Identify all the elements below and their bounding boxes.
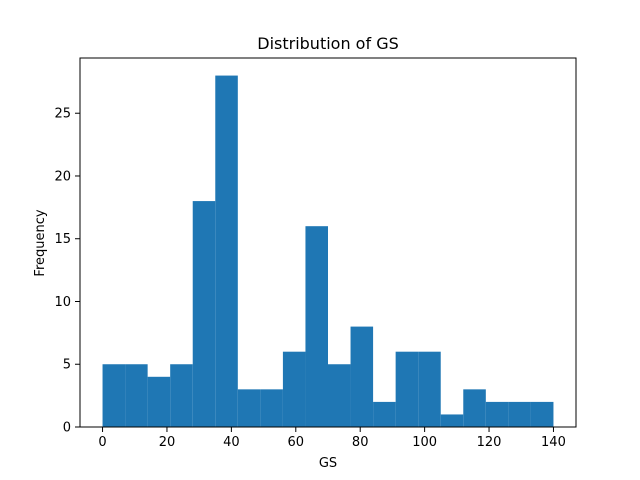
histogram-bar xyxy=(282,351,306,427)
x-tick-label: 120 xyxy=(477,435,502,450)
histogram-bar xyxy=(102,364,126,427)
plot-frame xyxy=(79,57,577,428)
y-tick-label: 10 xyxy=(54,295,71,310)
y-tick-label: 25 xyxy=(54,107,71,122)
y-tick-label: 5 xyxy=(63,358,71,373)
x-axis-ticks: 0 20 40 60 80 100 120 140 xyxy=(98,427,566,450)
x-tick-label: 40 xyxy=(223,435,240,450)
histogram-bar xyxy=(508,401,531,427)
histogram-bar xyxy=(440,414,464,427)
histogram-bar xyxy=(260,389,283,427)
histogram-bar xyxy=(125,364,148,427)
histogram-bar xyxy=(350,326,374,427)
histogram-bar xyxy=(328,364,351,427)
histogram-bar xyxy=(485,401,509,427)
histogram-bar xyxy=(237,389,261,427)
histogram-bar xyxy=(305,226,328,427)
y-tick-label: 0 xyxy=(63,421,71,436)
x-tick-label: 80 xyxy=(352,435,369,450)
histogram-bar xyxy=(463,389,486,427)
y-tick-label: 15 xyxy=(54,232,71,247)
y-axis-ticks: 0 5 10 15 20 25 xyxy=(54,107,80,436)
bars-group xyxy=(102,75,554,428)
histogram-bar xyxy=(373,401,396,427)
x-tick-label: 100 xyxy=(412,435,437,450)
y-tick-label: 20 xyxy=(54,169,71,184)
x-axis-label: GS xyxy=(319,456,337,471)
x-tick-label: 0 xyxy=(98,435,106,450)
x-tick-label: 60 xyxy=(288,435,305,450)
histogram-bar xyxy=(418,351,441,427)
histogram-bar xyxy=(147,376,171,427)
x-tick-label: 140 xyxy=(541,435,566,450)
histogram-bar xyxy=(192,201,216,427)
chart-title: Distribution of GS xyxy=(257,34,399,53)
histogram-bar xyxy=(170,364,193,427)
y-axis-label: Frequency xyxy=(33,209,48,276)
x-tick-label: 20 xyxy=(159,435,176,450)
histogram-bar xyxy=(395,351,419,427)
histogram-bar xyxy=(215,75,238,428)
histogram-bar xyxy=(530,401,554,427)
